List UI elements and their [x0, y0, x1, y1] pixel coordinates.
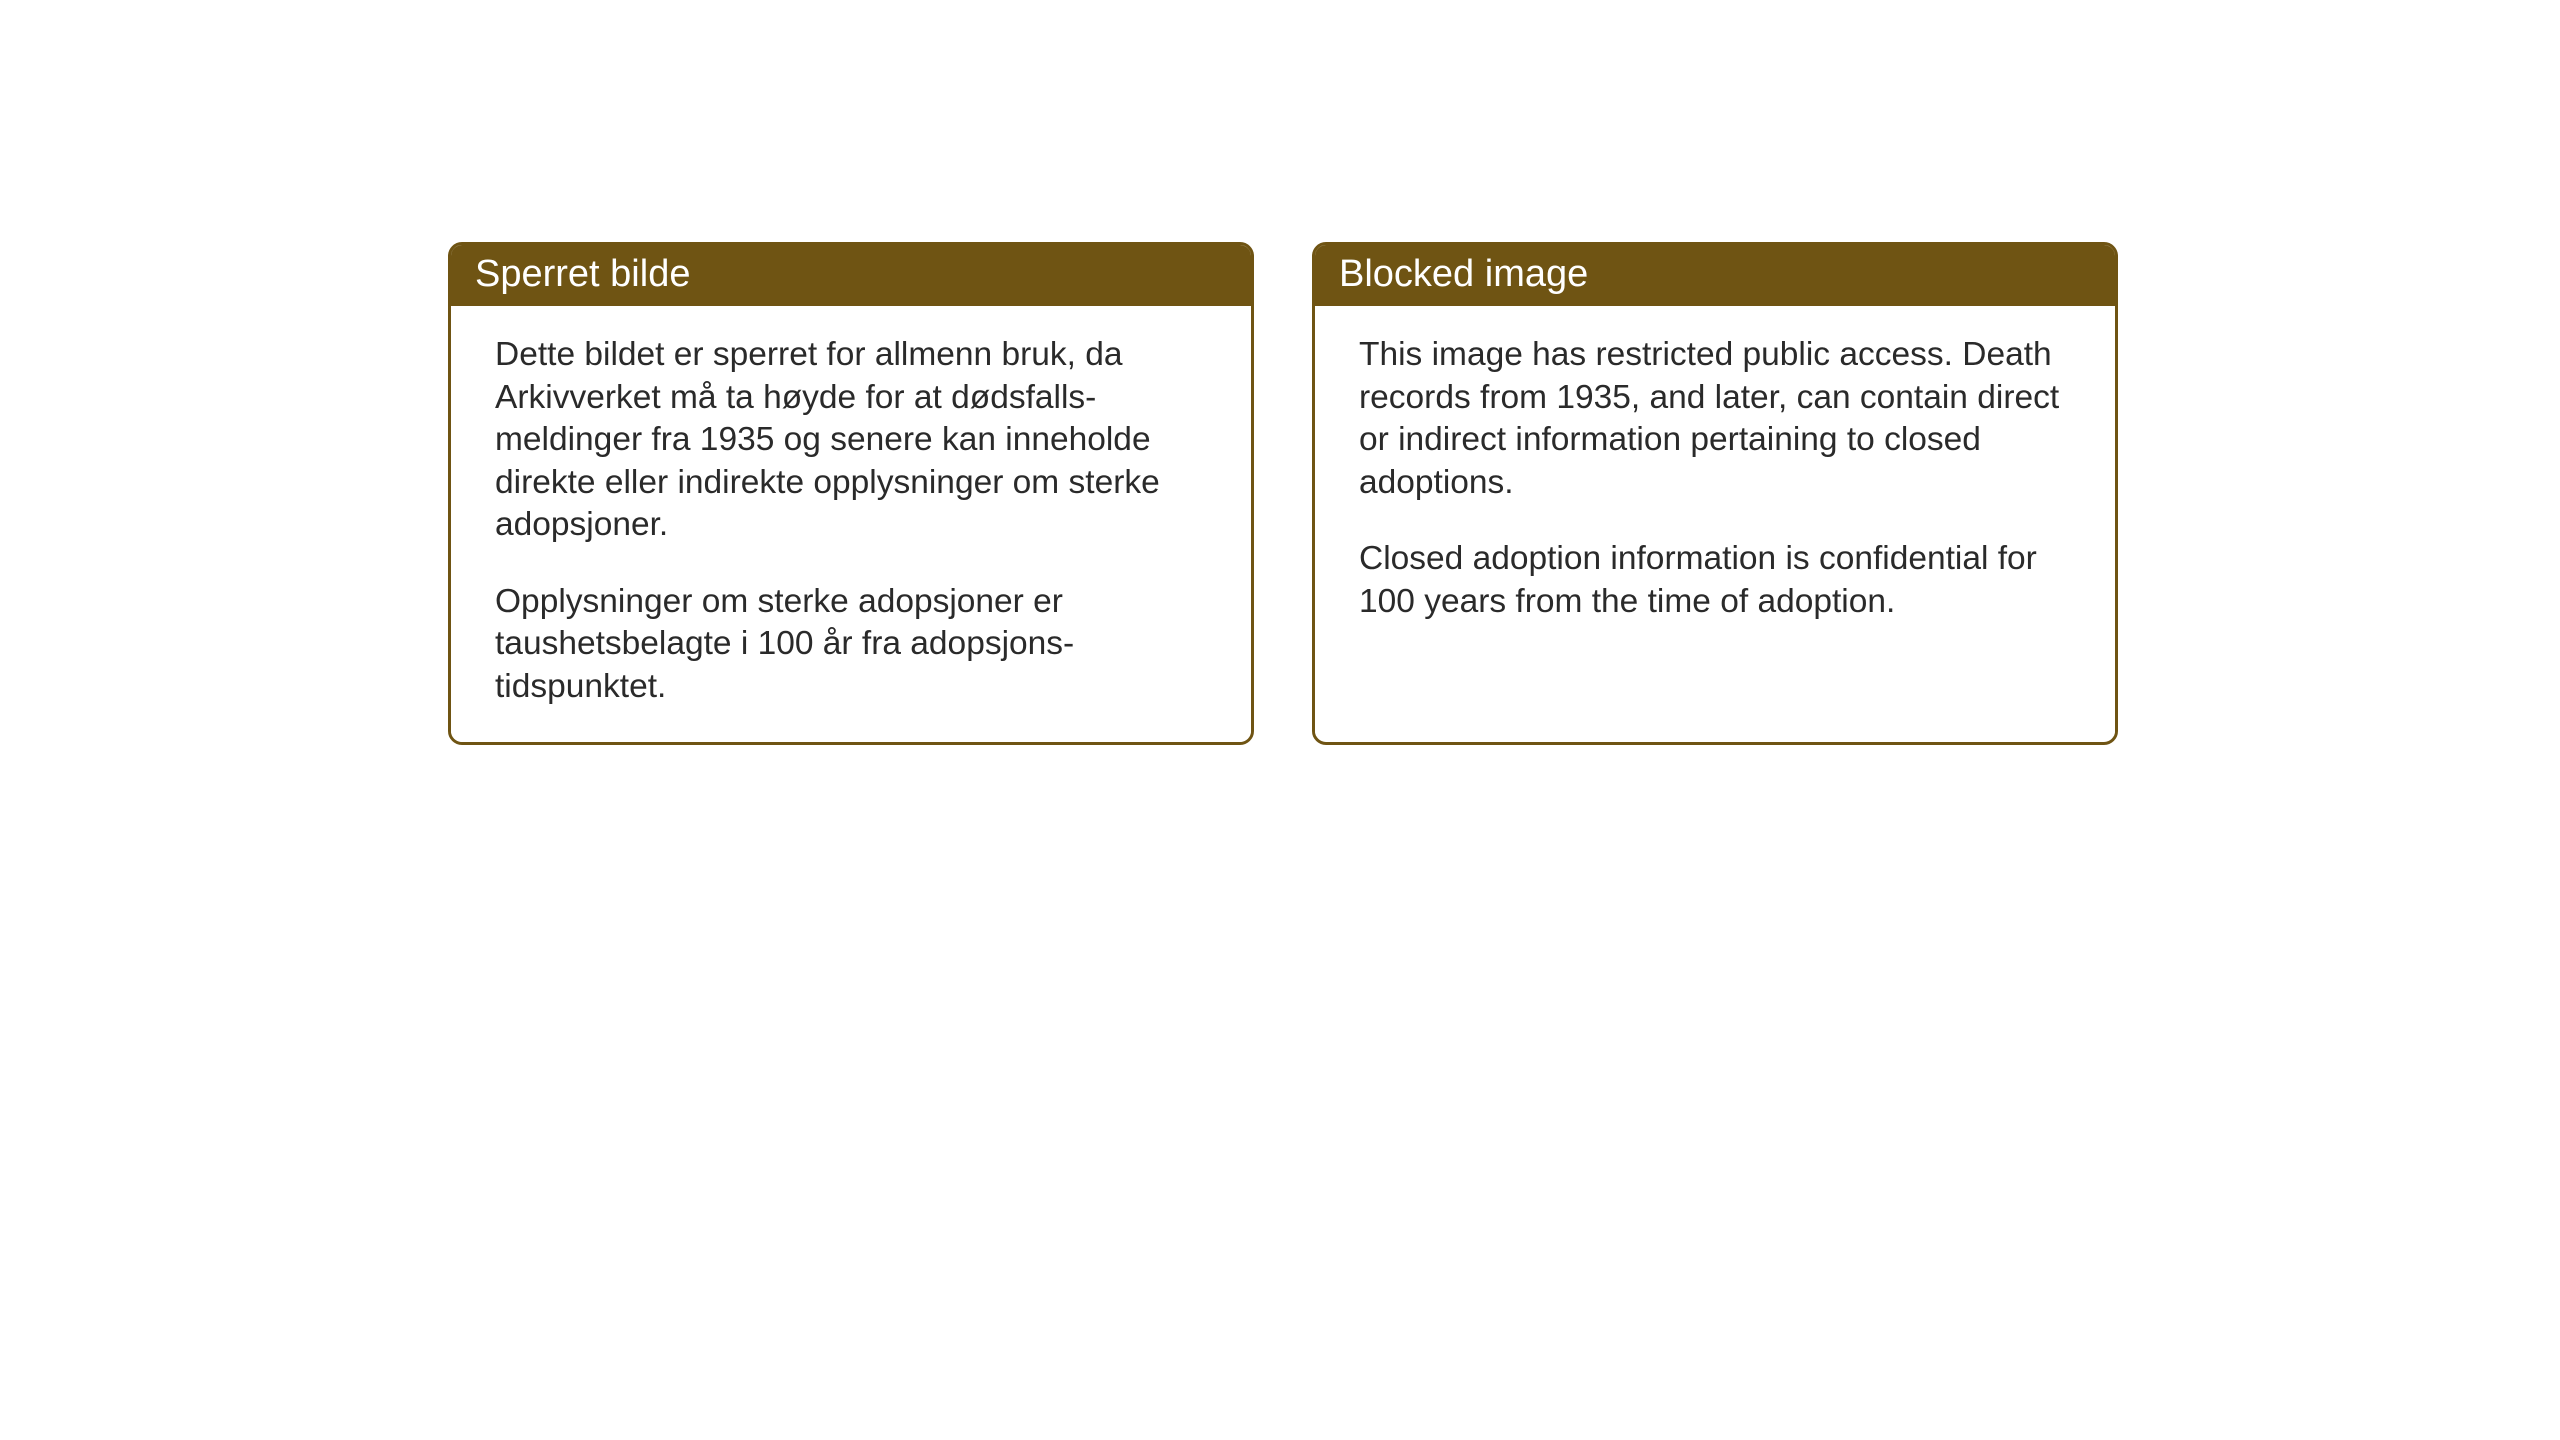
- norwegian-paragraph-2: Opplysninger om sterke adopsjoner er tau…: [495, 581, 1207, 709]
- cards-container: Sperret bilde Dette bildet er sperret fo…: [448, 242, 2118, 745]
- english-card-title: Blocked image: [1315, 245, 2115, 306]
- norwegian-paragraph-1: Dette bildet er sperret for allmenn bruk…: [495, 334, 1207, 547]
- norwegian-card-body: Dette bildet er sperret for allmenn bruk…: [451, 306, 1251, 742]
- english-paragraph-2: Closed adoption information is confident…: [1359, 538, 2071, 623]
- english-card-body: This image has restricted public access.…: [1315, 306, 2115, 736]
- norwegian-card-title: Sperret bilde: [451, 245, 1251, 306]
- english-card: Blocked image This image has restricted …: [1312, 242, 2118, 745]
- english-paragraph-1: This image has restricted public access.…: [1359, 334, 2071, 504]
- norwegian-card: Sperret bilde Dette bildet er sperret fo…: [448, 242, 1254, 745]
